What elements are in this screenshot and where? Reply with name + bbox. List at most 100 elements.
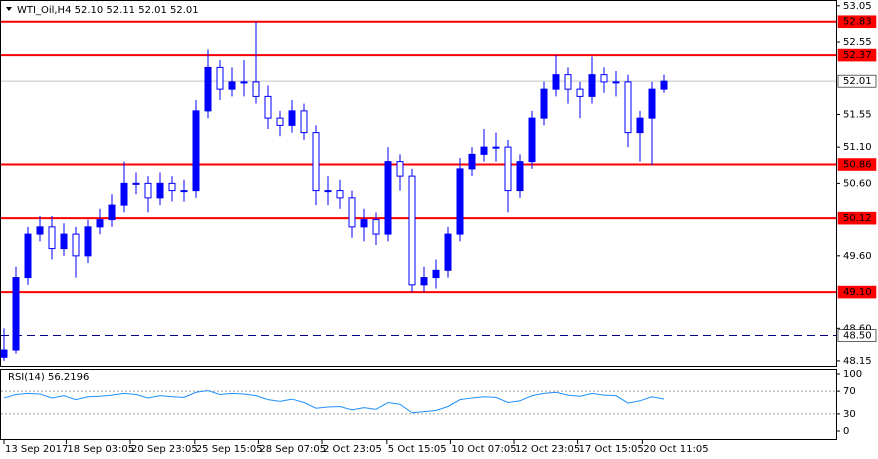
level-label: 52.83 bbox=[843, 17, 872, 28]
candle-body bbox=[648, 88, 656, 119]
candle-body bbox=[96, 219, 104, 228]
x-tick-label: 20 Sep 23:05 bbox=[131, 444, 198, 455]
y-tick-label: 30 bbox=[843, 409, 856, 420]
y-tick-label: 53.05 bbox=[843, 1, 872, 12]
candle-body bbox=[348, 197, 356, 228]
candle-body bbox=[48, 226, 56, 250]
menu-arrow bbox=[6, 7, 12, 11]
candle-body bbox=[288, 110, 296, 126]
candle-body bbox=[0, 349, 8, 358]
candle-body bbox=[660, 80, 668, 90]
candle-body bbox=[600, 74, 608, 83]
candle-body bbox=[300, 110, 308, 134]
candle-body bbox=[240, 81, 248, 84]
candle-body bbox=[540, 88, 548, 119]
candle-body bbox=[492, 146, 500, 149]
candle-body bbox=[432, 269, 440, 279]
level-label: 52.01 bbox=[843, 76, 872, 87]
price-panel bbox=[0, 0, 837, 367]
level-label: 52.37 bbox=[843, 50, 872, 61]
candle-body bbox=[72, 233, 80, 257]
level-label-box bbox=[837, 211, 877, 225]
candle-body bbox=[624, 81, 632, 134]
y-tick-label: 49.60 bbox=[843, 251, 872, 262]
x-tick-label: 25 Sep 15:05 bbox=[196, 444, 263, 455]
candle-body bbox=[84, 226, 92, 257]
level-label: 50.12 bbox=[843, 213, 872, 224]
candle-body bbox=[276, 117, 284, 126]
candle-body bbox=[372, 219, 380, 235]
level-label: 50.86 bbox=[843, 160, 872, 171]
candle-body bbox=[408, 175, 416, 286]
x-tick-label: 18 Sep 03:05 bbox=[67, 444, 134, 455]
candle-body bbox=[504, 146, 512, 192]
candle-body bbox=[216, 66, 224, 90]
candle-body bbox=[324, 190, 332, 193]
level-label: 48.50 bbox=[843, 331, 872, 342]
candle-body bbox=[444, 233, 452, 271]
candle-body bbox=[564, 74, 572, 90]
candle-body bbox=[156, 182, 164, 199]
candle-body bbox=[180, 190, 188, 193]
candle-body bbox=[168, 182, 176, 192]
candle-body bbox=[264, 95, 272, 119]
candle-body bbox=[468, 153, 476, 170]
candle-body bbox=[12, 277, 20, 351]
candle-body bbox=[396, 161, 404, 177]
y-tick-label: 50.60 bbox=[843, 178, 872, 189]
candle-body bbox=[60, 233, 68, 250]
candle-body bbox=[456, 168, 464, 235]
y-tick-label: 48.60 bbox=[843, 323, 872, 334]
candle-body bbox=[252, 81, 260, 97]
candle-body bbox=[636, 117, 644, 134]
candle-body bbox=[552, 74, 560, 90]
candle-body bbox=[516, 161, 524, 192]
x-tick-label: 2 Oct 23:05 bbox=[323, 444, 382, 455]
x-tick-label: 20 Oct 11:05 bbox=[643, 444, 708, 455]
level-label-box bbox=[837, 285, 877, 299]
candle-body bbox=[24, 233, 32, 279]
candle-body bbox=[192, 110, 200, 192]
candle-body bbox=[384, 161, 392, 235]
level-label-box bbox=[837, 329, 877, 342]
candle-body bbox=[528, 117, 536, 163]
x-tick-label: 10 Oct 07:05 bbox=[451, 444, 516, 455]
y-tick-label: 48.15 bbox=[843, 356, 872, 367]
candle-body bbox=[204, 66, 212, 112]
y-tick-label: 51.10 bbox=[843, 142, 872, 153]
rsi-title: RSI(14) 56.2196 bbox=[8, 372, 89, 383]
candle-body bbox=[120, 182, 128, 206]
chart-title: WTI_Oil,H4 52.10 52.11 52.01 52.01 bbox=[17, 5, 199, 16]
candle-body bbox=[588, 74, 596, 97]
candle-body bbox=[420, 277, 428, 286]
x-tick-label: 12 Oct 23:05 bbox=[515, 444, 580, 455]
x-tick-label: 5 Oct 15:05 bbox=[388, 444, 447, 455]
candle-body bbox=[480, 146, 488, 155]
y-tick-label: 70 bbox=[843, 386, 856, 397]
level-label-box bbox=[837, 74, 877, 88]
x-tick-label: 13 Sep 2017 bbox=[5, 444, 68, 455]
candle-body bbox=[228, 81, 236, 90]
candle-body bbox=[612, 81, 620, 84]
candle-body bbox=[36, 226, 44, 235]
rsi-line bbox=[3, 390, 665, 414]
level-label-box bbox=[837, 48, 877, 62]
level-label: 49.10 bbox=[843, 287, 872, 298]
candle-body bbox=[360, 219, 368, 228]
candle-body bbox=[576, 88, 584, 97]
candle-body bbox=[336, 190, 344, 199]
candle-body bbox=[144, 182, 152, 199]
candle-body bbox=[108, 204, 116, 221]
y-tick-label: 52.55 bbox=[843, 37, 872, 48]
x-tick-label: 17 Oct 15:05 bbox=[579, 444, 644, 455]
y-tick-label: 0 bbox=[843, 426, 849, 437]
level-label-box bbox=[837, 15, 877, 29]
x-tick-label: 28 Sep 07:05 bbox=[259, 444, 326, 455]
candle-body bbox=[132, 182, 140, 185]
rsi-panel bbox=[0, 369, 837, 440]
y-tick-label: 51.55 bbox=[843, 110, 872, 121]
y-tick-label: 100 bbox=[843, 369, 862, 380]
level-label-box bbox=[837, 158, 877, 171]
